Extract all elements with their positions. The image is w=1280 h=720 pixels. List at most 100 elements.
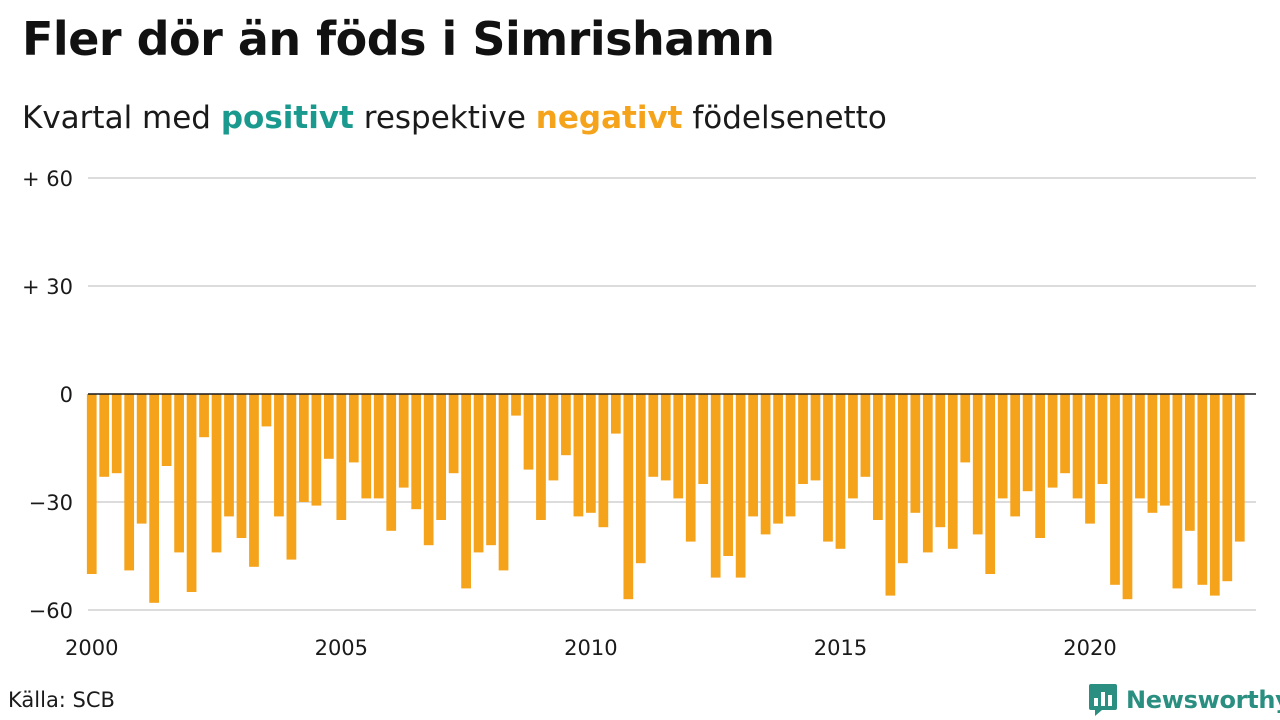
bar: [1184, 394, 1195, 531]
bar: [1047, 394, 1058, 488]
bar: [1135, 394, 1145, 499]
bar: [174, 394, 184, 553]
bar: [922, 394, 933, 553]
bar: [960, 394, 971, 463]
bar: [673, 394, 684, 499]
chart-subtitle: Kvartal med positivt respektive negativt…: [22, 100, 887, 137]
newsworthy-logo-icon: [1089, 684, 1117, 716]
bar: [623, 394, 634, 600]
bar: [398, 394, 409, 488]
bar: [274, 394, 284, 517]
bar: [610, 394, 621, 434]
bar: [860, 394, 871, 477]
subtitle-suffix: födelsenetto: [692, 100, 887, 136]
bar: [361, 394, 372, 499]
subtitle-positive: positivt: [220, 100, 354, 136]
bar: [1072, 394, 1083, 499]
bar: [336, 394, 347, 520]
bar: [236, 394, 247, 538]
subtitle-negative: negativt: [535, 100, 683, 136]
bar: [748, 394, 758, 517]
bar: [323, 394, 334, 459]
chart-title: Fler dör än föds i Simrishamn: [22, 12, 775, 66]
bar: [311, 394, 322, 506]
bar: [561, 394, 571, 456]
bar: [511, 394, 521, 416]
y-tick-label: + 30: [22, 275, 73, 299]
x-tick-label: 2005: [315, 636, 368, 660]
bar: [1060, 394, 1070, 474]
bar: [199, 394, 209, 438]
bar: [523, 394, 534, 470]
bar: [373, 394, 384, 499]
bar: [910, 394, 921, 513]
bar: [685, 394, 696, 542]
bar: [885, 394, 896, 596]
bar: [773, 394, 783, 524]
bar: [710, 394, 721, 578]
bar: [1022, 394, 1033, 492]
bar: [211, 394, 222, 553]
bar: [810, 394, 821, 481]
bar: [835, 394, 846, 549]
bar: [760, 394, 771, 535]
bar: [972, 394, 983, 535]
bar: [111, 394, 122, 474]
bar: [935, 394, 946, 528]
bar: [873, 394, 883, 520]
bar: [648, 394, 659, 477]
bar: [186, 394, 197, 592]
bar: [423, 394, 434, 546]
bar: [136, 394, 147, 524]
bar: [436, 394, 447, 520]
bar: [1097, 394, 1108, 484]
bar: [985, 394, 996, 574]
bar: [1010, 394, 1021, 517]
bar: [299, 394, 309, 502]
bar: [1035, 394, 1045, 538]
subtitle-middle: respektive: [363, 100, 526, 136]
bar: [1197, 394, 1208, 585]
x-tick-label: 2020: [1063, 636, 1116, 660]
bar: [848, 394, 858, 499]
bar: [249, 394, 259, 567]
bar: [461, 394, 471, 589]
y-tick-label: 0: [60, 383, 73, 407]
brand-name: Newsworthy: [1126, 686, 1280, 714]
bar: [573, 394, 584, 517]
bar: [1222, 394, 1233, 582]
bar: [386, 394, 397, 531]
bar: [897, 394, 908, 564]
bar: [86, 394, 97, 574]
bar: [1147, 394, 1158, 513]
bar: [473, 394, 484, 553]
bar: [448, 394, 459, 474]
x-tick-label: 2015: [814, 636, 867, 660]
bar: [1160, 394, 1170, 506]
bar: [161, 394, 172, 466]
bars: [86, 394, 1245, 603]
bar: [348, 394, 359, 463]
bar: [411, 394, 422, 510]
bar: [997, 394, 1008, 499]
bar: [286, 394, 297, 560]
bar: [723, 394, 734, 556]
bar: [99, 394, 110, 477]
bar: [224, 394, 234, 517]
bar: [498, 394, 509, 571]
bar: [486, 394, 496, 546]
y-tick-label: −30: [29, 491, 73, 515]
bar: [261, 394, 272, 427]
bar: [635, 394, 646, 564]
bar: [586, 394, 596, 513]
bar: [536, 394, 546, 520]
bar: [798, 394, 808, 484]
bar: [1085, 394, 1095, 524]
bar: [735, 394, 746, 578]
x-tick-label: 2010: [564, 636, 617, 660]
source-note: Källa: SCB: [8, 688, 115, 712]
bar: [1209, 394, 1220, 596]
y-tick-label: −60: [29, 599, 73, 623]
bar: [785, 394, 796, 517]
bar: [1234, 394, 1245, 542]
